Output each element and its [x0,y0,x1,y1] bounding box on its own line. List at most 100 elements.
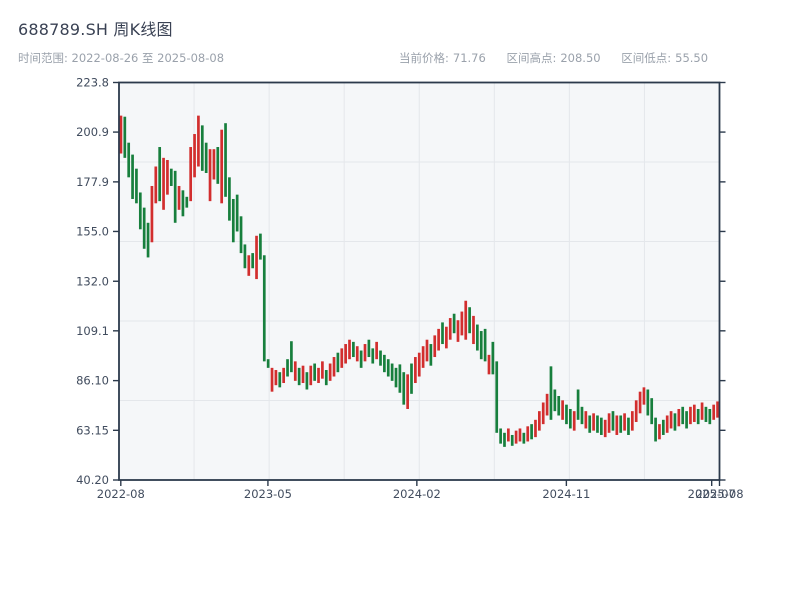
candle [290,341,293,373]
candle [572,411,576,431]
y-tick-label: 155.0 [76,224,109,238]
candle [460,311,464,336]
candle [507,428,510,442]
candle [200,125,204,171]
candle [406,374,409,409]
candle [441,322,444,345]
candle [138,192,142,230]
candle [375,341,378,360]
current-price-stat: 当前价格: 71.76 [399,51,486,65]
candle [603,419,607,438]
range-low-value: 55.50 [675,51,709,65]
candle [476,324,479,351]
candle [363,344,367,362]
y-tick-label: 63.15 [76,423,109,437]
candle [708,408,712,425]
candle [553,389,557,412]
candle [514,430,518,444]
candle [534,419,537,438]
candle [344,344,347,364]
candle [448,318,452,340]
candle [421,346,425,368]
candle [580,406,584,425]
candle [197,115,200,167]
candle [150,185,154,243]
candle [410,363,413,394]
candle [611,411,615,431]
candle [355,346,359,362]
candle [661,419,665,435]
candle [429,344,433,366]
y-tick-label: 177.9 [76,175,109,189]
candle [599,417,603,435]
candles [119,115,719,447]
candle [390,363,394,381]
candle [538,411,541,431]
candle [332,357,336,377]
candle [309,365,313,386]
candle [414,357,417,384]
candle [293,361,297,381]
candle [642,387,646,405]
candle [623,413,626,431]
tick-labels: 223.8 200.9 177.9 155.0 132.0 109.1 86.10 63.15… [76,76,743,502]
candle [526,426,530,442]
y-tick-label: 40.20 [76,473,109,487]
candle [557,396,561,416]
candle [135,168,138,204]
candle [204,142,208,173]
candle [336,352,340,373]
candle [483,328,487,362]
candle [634,400,638,422]
x-tick-label: 2025-08 [695,487,743,501]
range-high-value: 208.50 [560,51,601,65]
candle [402,372,406,405]
candle [123,116,127,158]
candle [561,400,564,420]
candle [464,300,468,340]
candle [262,255,266,362]
candle [568,408,572,429]
candle [185,196,189,208]
candle [359,350,363,368]
x-tick-label: 2025-07 [688,487,736,501]
chart-title: 688789.SH 周K线图 [18,20,173,39]
candle [367,339,371,358]
candle [704,406,708,422]
candle [499,428,502,444]
candle [468,307,471,334]
candle [541,402,545,425]
candle [716,401,719,418]
y-tick-label: 86.10 [76,374,109,388]
time-range-label: 时间范围: 2022-08-26 至 2025-08-08 [18,51,225,65]
candle [417,352,421,377]
candle [654,417,657,442]
tick-marks [113,81,726,486]
candle [545,393,549,416]
candle [425,339,429,362]
candle [677,408,681,427]
candle [352,341,355,358]
candle [212,149,216,180]
range-low-label: 区间低点: [621,51,672,65]
candle [255,235,258,280]
range-high-label: 区间高点: [506,51,557,65]
range-high-stat: 区间高点: 208.50 [506,51,600,65]
candle [216,147,220,184]
candle [348,339,351,360]
candle [592,413,595,431]
y-tick-label: 132.0 [76,274,109,288]
candle [576,389,580,420]
candle [274,370,278,386]
candle [445,326,448,349]
candle [615,415,619,435]
candle [297,367,301,386]
candle [665,415,669,433]
candle [619,415,623,433]
candle [491,341,495,375]
candle [193,134,196,178]
candle [154,166,158,204]
x-tick-label: 2024-11 [542,487,590,501]
